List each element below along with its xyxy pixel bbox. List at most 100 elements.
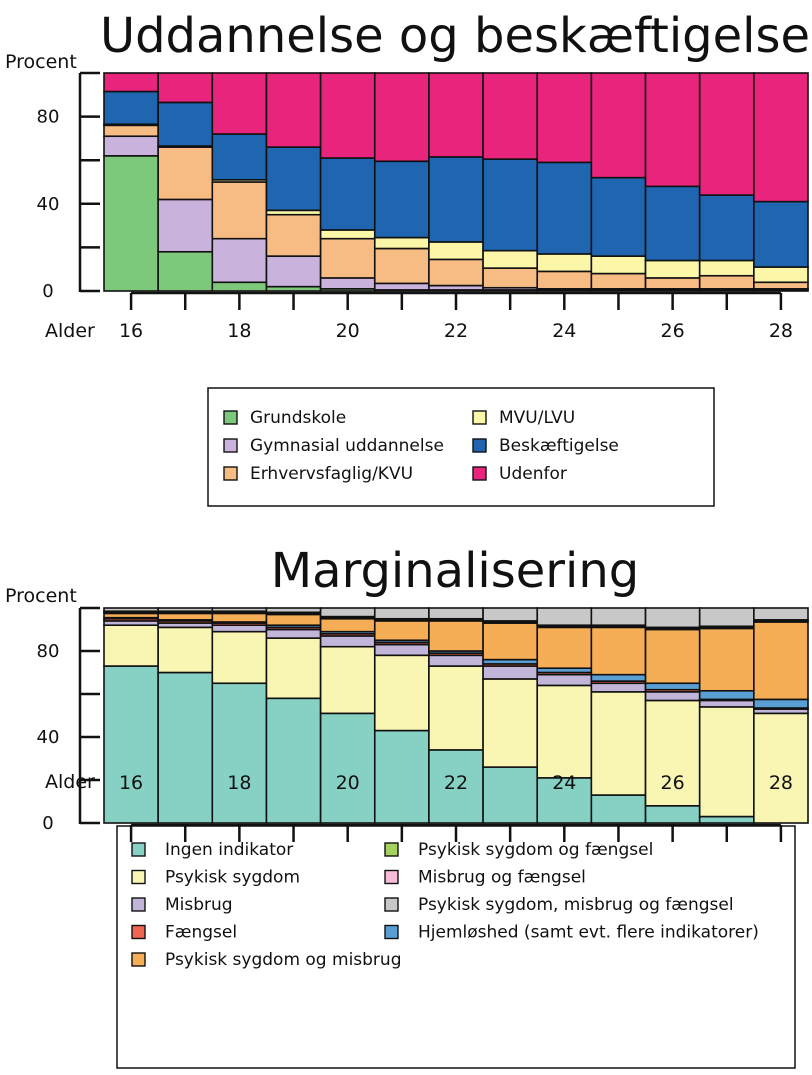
legend-swatch-udenfor (472, 466, 487, 481)
bar-segment-mvu-lvu-20 (319, 229, 376, 240)
bar-segment-psykisk-sygdom-20 (319, 645, 376, 715)
bar-segment-mvu-lvu-26 (644, 259, 701, 279)
bar-segment-udenfor-20 (319, 72, 376, 159)
legend-label-psykisk-sygdom-og-faengsel: Psykisk sygdom og fængsel (418, 840, 653, 860)
bar-segment-psykisk-sygdom-misbrug-og-faengsel-20 (319, 607, 376, 618)
bar-segment-beskaeftigelse-28 (753, 200, 809, 268)
bar-segment-psykisk-sygdom-23 (482, 678, 539, 768)
bar-segment-psykisk-sygdom-misbrug-og-faengsel-16 (103, 607, 159, 613)
x-tick-label: 28 (769, 320, 793, 342)
legend-label-gymnasial-uddannelse: Gymnasial uddannelse (250, 436, 444, 456)
bar-segment-gymnasial-uddannelse-16 (103, 135, 159, 157)
legend-box (207, 387, 715, 507)
bar-segment-ingen-indikator-27 (698, 815, 755, 824)
legend: Grundskole Gymnasial uddannelse Erhvervsfa… (207, 387, 715, 507)
legend-swatch-erhvervsfaglig-kvu (223, 466, 238, 481)
bar-segment-erhvervsfaglig-kvu-25 (590, 272, 647, 290)
legend-swatch-grundskole (223, 410, 238, 425)
bar-segment-ingen-indikator-18 (211, 682, 268, 824)
bar-segment-psykisk-sygdom-og-misbrug-19 (265, 613, 322, 627)
bar-segment-mvu-lvu-25 (590, 255, 647, 275)
bar-segment-erhvervsfaglig-kvu-26 (644, 277, 701, 290)
bar-segment-beskaeftigelse-20 (319, 157, 376, 231)
bar-segment-erhvervsfaglig-kvu-19 (265, 213, 322, 257)
x-tick-label: 20 (336, 772, 360, 794)
bar-segment-beskaeftigelse-17 (157, 101, 214, 147)
bars (103, 607, 809, 824)
bar-segment-beskaeftigelse-26 (644, 185, 701, 262)
bar-segment-ingen-indikator-16 (103, 665, 159, 824)
bar-segment-psykisk-sygdom-24 (536, 684, 593, 779)
bar-segment-beskaeftigelse-16 (103, 90, 159, 126)
bar-segment-mvu-lvu-27 (698, 259, 755, 277)
bar-segment-misbrug-23 (482, 665, 539, 680)
bar-segment-erhvervsfaglig-kvu-28 (753, 281, 809, 290)
bar-segment-beskaeftigelse-25 (590, 176, 647, 257)
legend-label-udenfor: Udenfor (499, 464, 567, 484)
legend-label-misbrug-og-faengsel: Misbrug og fængsel (418, 868, 586, 888)
bar-segment-psykisk-sygdom-misbrug-og-faengsel-22 (428, 607, 484, 620)
legend-swatch-misbrug (131, 897, 146, 912)
bar-segment-psykisk-sygdom-26 (644, 699, 701, 807)
bar-segment-psykisk-sygdom-misbrug-og-faengsel-26 (644, 607, 701, 629)
bar-segment-grundskole-17 (157, 250, 214, 292)
legend-label-faengsel: Fængsel (165, 923, 237, 943)
bar-segment-erhvervsfaglig-kvu-22 (428, 258, 484, 287)
bar-segment-ingen-indikator-21 (373, 729, 430, 824)
bar-segment-psykisk-sygdom-misbrug-og-faengsel-17 (157, 607, 214, 613)
legend-label-beskaeftigelse: Beskæftigelse (499, 436, 619, 456)
bar-segment-mvu-lvu-24 (536, 253, 593, 273)
x-tick-label: 16 (119, 320, 143, 342)
bar-segment-misbrug-25 (590, 682, 647, 693)
y-tick-label: 40 (37, 194, 60, 215)
bar-segment-grundskole-18 (211, 281, 268, 292)
bar-segment-psykisk-sygdom-og-misbrug-26 (644, 628, 701, 685)
bar-segment-psykisk-sygdom-19 (265, 637, 322, 700)
bar-segment-grundskole-16 (103, 155, 159, 292)
bar-segment-beskaeftigelse-21 (373, 160, 430, 239)
bar-segment-ingen-indikator-25 (590, 794, 647, 824)
bar-segment-psykisk-sygdom-misbrug-og-faengsel-24 (536, 607, 593, 627)
x-tick-label: 24 (552, 772, 576, 794)
bar-segment-udenfor-16 (103, 72, 159, 93)
bar-segment-misbrug-19 (265, 628, 322, 639)
bar-segment-hjemloeshed-samt-evt-flere-indikatorer-26 (644, 682, 701, 691)
bar-segment-psykisk-sygdom-28 (753, 712, 809, 824)
bar-segment-beskaeftigelse-19 (265, 146, 322, 212)
legend-swatch-psykisk-sygdom-misbrug-og-faengsel (384, 897, 399, 912)
legend-box (116, 825, 796, 1069)
x-axis-label: Alder (45, 771, 95, 793)
y-tick-label: 80 (37, 641, 60, 662)
y-tick-label: 40 (37, 727, 60, 748)
y-tick-label: 0 (42, 281, 53, 302)
bar-segment-hjemloeshed-samt-evt-flere-indikatorer-28 (753, 698, 809, 709)
x-tick-label: 24 (552, 320, 576, 342)
bar-segment-psykisk-sygdom-og-misbrug-20 (319, 617, 376, 633)
bar-segment-psykisk-sygdom-17 (157, 626, 214, 674)
bar-segment-ingen-indikator-20 (319, 712, 376, 824)
x-tick-label: 18 (227, 320, 251, 342)
bar-segment-erhvervsfaglig-kvu-17 (157, 146, 214, 201)
legend-label-mvu-lvu: MVU/LVU (499, 408, 575, 428)
bar-segment-psykisk-sygdom-16 (103, 624, 159, 667)
bar-segment-mvu-lvu-23 (482, 249, 539, 269)
bar-segment-psykisk-sygdom-misbrug-og-faengsel-25 (590, 607, 647, 627)
x-tick-label: 22 (444, 772, 468, 794)
bar-segment-psykisk-sygdom-og-misbrug-28 (753, 621, 809, 701)
x-tick-label: 26 (661, 320, 685, 342)
bar-segment-udenfor-28 (753, 72, 809, 203)
legend-swatch-hjemloeshed-samt-evt-flere-indikatorer (384, 924, 399, 940)
y-tick-label: 80 (37, 107, 60, 128)
bar-segment-udenfor-23 (482, 72, 539, 160)
bar-segment-mvu-lvu-22 (428, 241, 484, 261)
bar-segment-gymnasial-uddannelse-18 (211, 237, 268, 284)
bar-segment-psykisk-sygdom-misbrug-og-faengsel-18 (211, 607, 268, 613)
bar-segment-hjemloeshed-samt-evt-flere-indikatorer-25 (590, 673, 647, 682)
bar-segment-erhvervsfaglig-kvu-16 (103, 124, 159, 138)
chart-uddannelse: Uddannelse og beskæftigelse Procent Alde… (5, 8, 810, 507)
bar-segment-erhvervsfaglig-kvu-21 (373, 247, 430, 285)
bar-segment-beskaeftigelse-24 (536, 161, 593, 255)
bar-segment-beskaeftigelse-18 (211, 133, 268, 181)
legend-swatch-ingen-indikator (131, 842, 146, 857)
bar-segment-psykisk-sygdom-misbrug-og-faengsel-19 (265, 607, 322, 614)
